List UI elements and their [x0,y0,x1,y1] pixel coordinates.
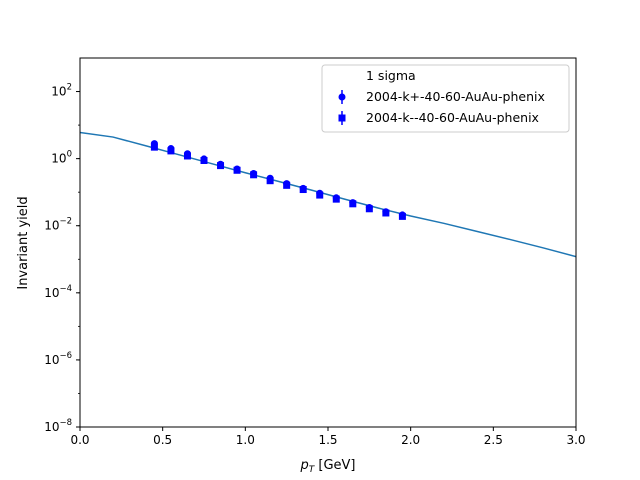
legend: 1 sigma 2004-k+-40-60-AuAu-phenix 2004-k--… [321,64,570,133]
data-point [150,143,158,151]
x-axis-label: pT [GeV] [299,458,355,475]
data-point [332,195,340,203]
x-tick-label: 0.0 [70,433,89,447]
legend-marker-circle [338,93,346,101]
legend-label: 2004-k--40-60-AuAu-phenix [366,110,539,125]
data-point [316,191,324,199]
axes: 0.0 0.5 1.0 1.5 2.0 2.5 3.0 10−8 10−6 10−4 10−2 100… [44,57,586,447]
y-tick-label: 100 [51,150,72,166]
legend-label: 1 sigma [366,68,416,83]
y-tick-label: 10−4 [44,284,72,300]
data-point [266,177,274,185]
y-tick-label: 102 [51,83,72,99]
fit-curve-line [80,131,576,258]
data-point [283,181,291,189]
data-point [250,171,258,179]
legend-box [321,64,570,133]
x-tick-label: 2.0 [401,433,420,447]
y-tick-label: 10−2 [44,217,72,233]
x-tick-label: 3.0 [566,433,585,447]
data-point [167,147,175,155]
x-tick-label: 2.5 [484,433,503,447]
data-point [233,166,241,174]
data-point [382,209,390,217]
series-kminus [150,143,406,220]
y-tick-label: 10−8 [44,418,72,434]
data-point [299,186,307,194]
legend-label: 2004-k+-40-60-AuAu-phenix [366,89,545,104]
data-point [398,212,406,220]
x-tick-label: 1.0 [236,433,255,447]
x-tick-label: 0.5 [153,433,172,447]
data-point [365,205,373,213]
legend-marker-square [338,114,346,122]
y-tick-label: 10−6 [44,351,72,367]
x-tick-label: 1.5 [318,433,337,447]
plot-area [80,131,576,258]
y-axis-label: Invariant yield [16,196,31,289]
data-point [349,200,357,208]
data-point [217,162,225,170]
data-point [200,156,208,164]
data-point [183,152,191,160]
